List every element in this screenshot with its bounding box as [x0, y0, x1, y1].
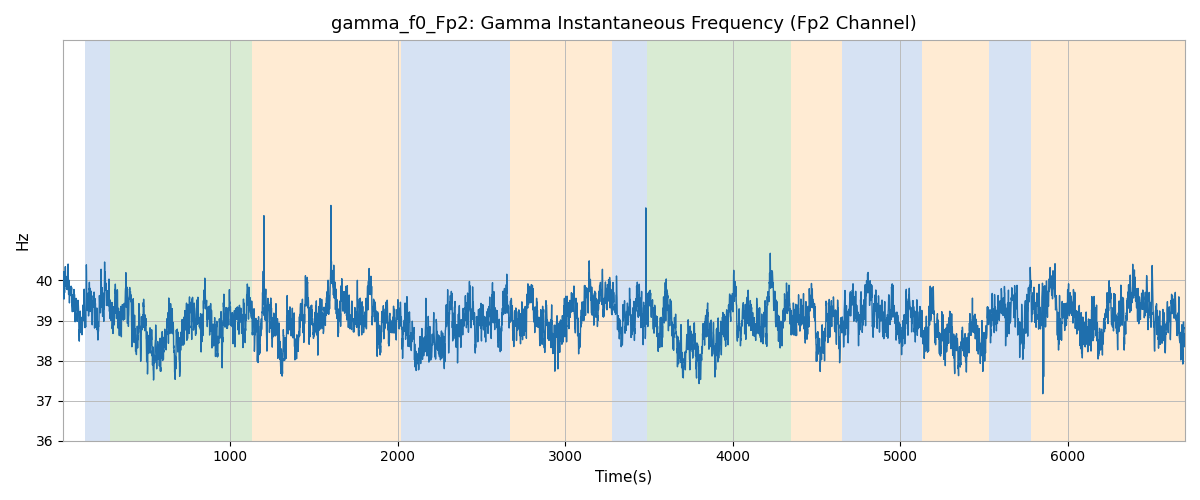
- Bar: [1031, 40, 1184, 440]
- Bar: [85, 40, 109, 440]
- Bar: [922, 40, 989, 440]
- Bar: [510, 40, 612, 440]
- Bar: [252, 40, 401, 440]
- Bar: [841, 40, 922, 440]
- Title: gamma_f0_Fp2: Gamma Instantaneous Frequency (Fp2 Channel): gamma_f0_Fp2: Gamma Instantaneous Freque…: [331, 15, 917, 34]
- Bar: [109, 40, 252, 440]
- Bar: [647, 40, 696, 440]
- X-axis label: Time(s): Time(s): [595, 470, 653, 485]
- Bar: [989, 40, 1031, 440]
- Bar: [696, 40, 792, 440]
- Bar: [401, 40, 510, 440]
- Bar: [612, 40, 647, 440]
- Y-axis label: Hz: Hz: [16, 230, 30, 250]
- Bar: [792, 40, 841, 440]
